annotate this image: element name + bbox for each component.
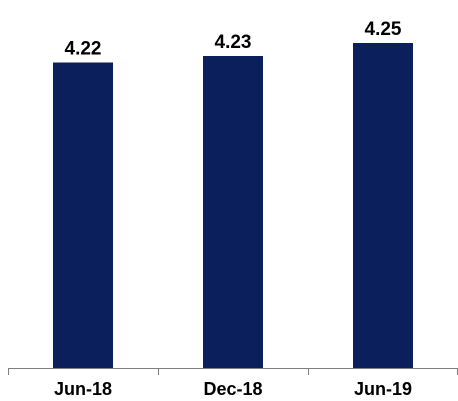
bar-jun-19 <box>353 43 413 368</box>
x-tick-labels-layer: Jun-18 Dec-18 Jun-19 <box>54 379 412 399</box>
bars-layer <box>53 43 413 368</box>
bar-jun-18 <box>53 62 113 368</box>
x-tick-label-dec-18: Dec-18 <box>203 379 262 399</box>
x-tick-label-jun-19: Jun-19 <box>354 379 412 399</box>
bar-dec-18 <box>203 56 263 368</box>
data-label-dec-18: 4.23 <box>215 32 252 53</box>
data-label-jun-19: 4.25 <box>365 19 402 40</box>
data-labels-layer: 4.22 4.23 4.25 <box>65 19 402 60</box>
data-label-jun-18: 4.22 <box>65 39 102 60</box>
x-tick-label-jun-18: Jun-18 <box>54 379 112 399</box>
x-axis <box>8 368 458 375</box>
